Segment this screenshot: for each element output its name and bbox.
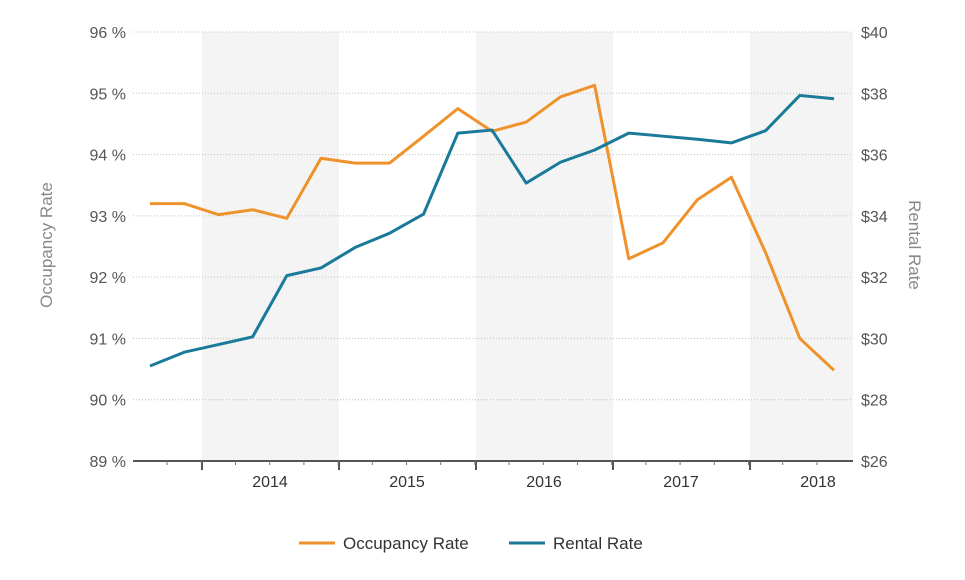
left-tick-label: 96 % — [90, 25, 126, 42]
right-tick-label: $28 — [861, 393, 888, 410]
right-tick-label: $38 — [861, 86, 888, 103]
x-axis-labels: 2014 2015 2016 2017 2018 — [252, 474, 836, 491]
right-tick-label: $32 — [861, 270, 888, 287]
right-tick-label: $36 — [861, 148, 888, 165]
x-tick-label-2018: 2018 — [800, 474, 836, 491]
left-tick-label: 94 % — [90, 148, 126, 165]
x-tick-label-2016: 2016 — [526, 474, 562, 491]
left-axis-title: Occupancy Rate — [37, 182, 56, 308]
x-axis — [133, 460, 853, 470]
legend-label-rental-rate: Rental Rate — [553, 534, 643, 553]
legend-label-occupancy-rate: Occupancy Rate — [343, 534, 469, 553]
right-axis-ticks: $40 $38 $36 $34 $32 $30 $28 $26 — [861, 25, 888, 471]
right-tick-label: $30 — [861, 331, 888, 348]
year-shading-bands — [202, 32, 853, 461]
shade-band-2018 — [750, 32, 853, 461]
x-tick-label-2015: 2015 — [389, 474, 425, 491]
left-tick-label: 92 % — [90, 270, 126, 287]
right-axis-title: Rental Rate — [905, 200, 924, 290]
right-tick-label: $26 — [861, 454, 888, 471]
gridlines — [133, 31, 853, 401]
left-tick-label: 95 % — [90, 86, 126, 103]
right-tick-label: $40 — [861, 25, 888, 42]
left-axis-ticks: 96 % 95 % 94 % 93 % 92 % 91 % 90 % 89 % — [90, 25, 126, 471]
series-line-rental-rate — [149, 93, 835, 368]
left-tick-label: 89 % — [90, 454, 126, 471]
shade-band-2014 — [202, 32, 339, 461]
x-tick-label-2017: 2017 — [663, 474, 699, 491]
left-tick-label: 91 % — [90, 331, 126, 348]
right-tick-label: $34 — [861, 209, 888, 226]
left-tick-label: 93 % — [90, 209, 126, 226]
x-tick-label-2014: 2014 — [252, 474, 288, 491]
left-tick-label: 90 % — [90, 393, 126, 410]
shade-band-2016 — [476, 32, 613, 461]
legend: Occupancy Rate Rental Rate — [299, 534, 643, 553]
